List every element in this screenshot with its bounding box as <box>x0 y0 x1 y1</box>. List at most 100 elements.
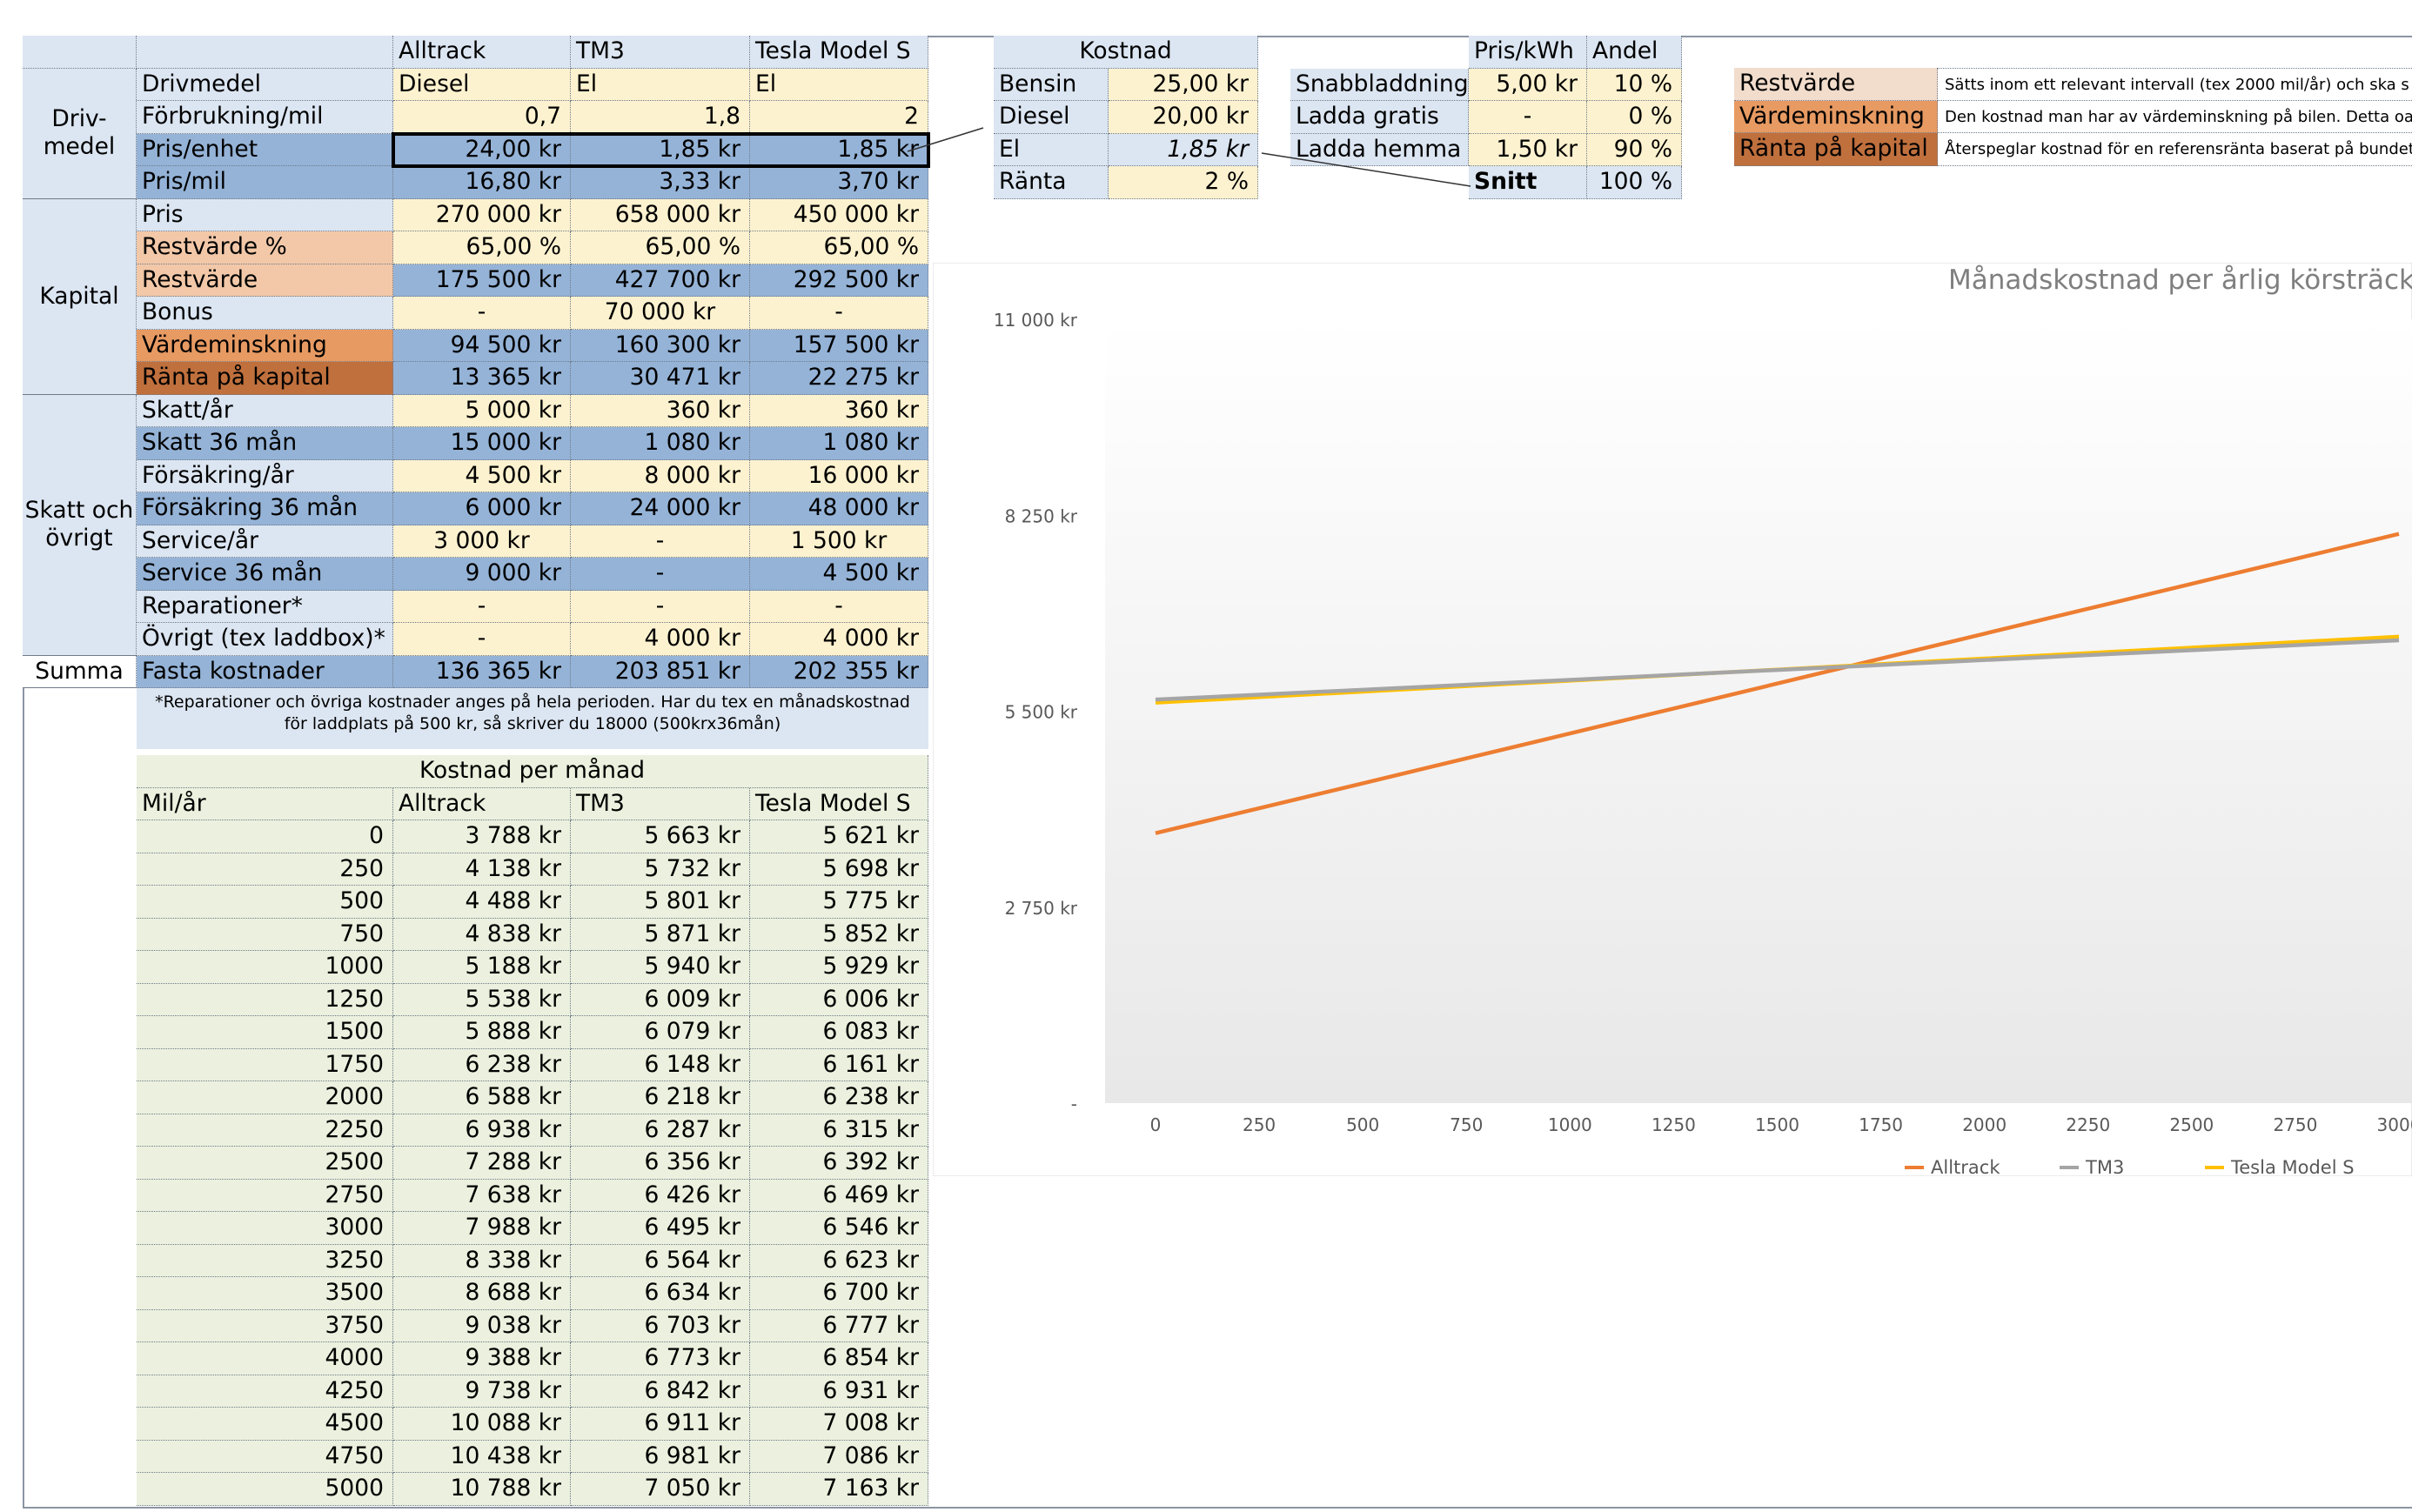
row-label[interactable]: Skatt/år <box>137 394 393 427</box>
kostnad-value[interactable]: 2 % <box>1109 166 1258 199</box>
monthly-cost-cell[interactable]: 6 981 kr <box>571 1440 750 1473</box>
value-cell[interactable]: Diesel <box>393 68 571 101</box>
value-cell[interactable]: 6 000 kr <box>393 492 571 525</box>
kostnad-value[interactable]: 1,85 kr <box>1109 133 1258 166</box>
monthly-cost-cell[interactable]: 6 938 kr <box>393 1114 571 1147</box>
monthly-cost-cell[interactable]: 6 079 kr <box>571 1016 750 1049</box>
mileage-cell[interactable]: 0 <box>137 820 393 853</box>
row-label[interactable]: Reparationer* <box>137 590 393 623</box>
monthly-cost-cell[interactable]: 4 138 kr <box>393 853 571 886</box>
monthly-cost-cell[interactable]: 9 738 kr <box>393 1375 571 1408</box>
monthly-title[interactable]: Kostnad per månad <box>137 755 928 788</box>
mileage-cell[interactable]: 4000 <box>137 1342 393 1375</box>
charging-price[interactable]: 5,00 kr <box>1469 68 1587 101</box>
mileage-cell[interactable]: 2250 <box>137 1114 393 1147</box>
monthly-cost-cell[interactable]: 6 148 kr <box>571 1048 750 1081</box>
monthly-cost-cell[interactable]: 8 688 kr <box>393 1277 571 1310</box>
monthly-cost-cell[interactable]: 6 009 kr <box>571 983 750 1016</box>
mileage-cell[interactable]: 250 <box>137 853 393 886</box>
kostnad-value[interactable]: 25,00 kr <box>1109 68 1258 101</box>
value-cell[interactable]: 450 000 kr <box>750 198 928 231</box>
charging-header-share[interactable]: Andel <box>1587 36 1682 69</box>
value-cell[interactable]: El <box>571 68 750 101</box>
monthly-cost-cell[interactable]: 6 218 kr <box>571 1081 750 1114</box>
value-cell[interactable]: - <box>571 525 750 558</box>
mileage-cell[interactable]: 3750 <box>137 1309 393 1342</box>
legend-label[interactable]: Ränta på kapital <box>1734 133 1938 166</box>
kostnad-label[interactable]: Ränta <box>994 166 1109 199</box>
row-label[interactable]: Ränta på kapital <box>137 362 393 395</box>
value-cell[interactable]: 9 000 kr <box>393 558 571 591</box>
kostnad-label[interactable]: El <box>994 133 1109 166</box>
monthly-cost-cell[interactable]: 6 238 kr <box>393 1048 571 1081</box>
monthly-cost-cell[interactable]: 10 088 kr <box>393 1408 571 1441</box>
value-cell[interactable]: 136 365 kr <box>393 655 571 688</box>
charging-price[interactable]: 1,50 kr <box>1469 133 1587 166</box>
monthly-cost-cell[interactable]: 6 006 kr <box>750 983 928 1016</box>
monthly-cost-cell[interactable]: 5 940 kr <box>571 951 750 984</box>
row-label[interactable]: Övrigt (tex laddbox)* <box>137 623 393 656</box>
charging-label[interactable]: Snabbladdning <box>1290 68 1469 101</box>
value-cell[interactable]: 360 kr <box>571 394 750 427</box>
monthly-cost-cell[interactable]: 5 663 kr <box>571 820 750 853</box>
monthly-cost-cell[interactable]: 5 888 kr <box>393 1016 571 1049</box>
value-cell[interactable]: 1 080 kr <box>750 427 928 460</box>
charging-price[interactable]: - <box>1469 101 1587 134</box>
monthly-cost-cell[interactable]: 5 732 kr <box>571 853 750 886</box>
value-cell[interactable]: - <box>571 558 750 591</box>
value-cell[interactable]: 22 275 kr <box>750 362 928 395</box>
mileage-cell[interactable]: 1000 <box>137 951 393 984</box>
row-label[interactable]: Pris/enhet <box>137 133 393 166</box>
mileage-cell[interactable]: 4250 <box>137 1375 393 1408</box>
row-label[interactable]: Försäkring/år <box>137 459 393 492</box>
value-cell[interactable]: - <box>393 297 571 330</box>
monthly-cost-cell[interactable]: 6 469 kr <box>750 1179 928 1212</box>
value-cell[interactable]: 48 000 kr <box>750 492 928 525</box>
value-cell[interactable]: 1,85 kr <box>750 133 928 166</box>
monthly-cost-cell[interactable]: 7 008 kr <box>750 1408 928 1441</box>
value-cell[interactable]: 8 000 kr <box>571 459 750 492</box>
kostnad-value[interactable]: 20,00 kr <box>1109 101 1258 134</box>
value-cell[interactable]: 4 000 kr <box>750 623 928 656</box>
monthly-cost-cell[interactable]: 9 388 kr <box>393 1342 571 1375</box>
value-cell[interactable]: 157 500 kr <box>750 329 928 362</box>
charging-share[interactable]: 0 % <box>1587 101 1682 134</box>
mileage-cell[interactable]: 3000 <box>137 1212 393 1245</box>
mileage-cell[interactable]: 2750 <box>137 1179 393 1212</box>
kostnad-label[interactable]: Bensin <box>994 68 1109 101</box>
monthly-cost-cell[interactable]: 4 488 kr <box>393 886 571 919</box>
value-cell[interactable]: - <box>393 623 571 656</box>
monthly-cost-cell[interactable]: 6 773 kr <box>571 1342 750 1375</box>
kostnad-label[interactable]: Diesel <box>994 101 1109 134</box>
monthly-cost-cell[interactable]: 6 588 kr <box>393 1081 571 1114</box>
row-label[interactable]: Värdeminskning <box>137 329 393 362</box>
monthly-cost-cell[interactable]: 6 392 kr <box>750 1147 928 1180</box>
corner-cell[interactable] <box>23 36 137 69</box>
value-cell[interactable]: - <box>750 590 928 623</box>
value-cell[interactable]: 65,00 % <box>393 231 571 264</box>
row-label[interactable]: Restvärde % <box>137 231 393 264</box>
row-label[interactable]: Drivmedel <box>137 68 393 101</box>
charging-share[interactable]: 90 % <box>1587 133 1682 166</box>
header-tm3[interactable]: TM3 <box>571 36 750 69</box>
monthly-cost-cell[interactable]: 5 775 kr <box>750 886 928 919</box>
mileage-cell[interactable]: 4500 <box>137 1408 393 1441</box>
monthly-cost-cell[interactable]: 5 871 kr <box>571 918 750 951</box>
monthly-cost-cell[interactable]: 6 315 kr <box>750 1114 928 1147</box>
value-cell[interactable]: 202 355 kr <box>750 655 928 688</box>
value-cell[interactable]: 16,80 kr <box>393 166 571 199</box>
row-label[interactable]: Förbrukning/mil <box>137 101 393 134</box>
monthly-cost-cell[interactable]: 7 163 kr <box>750 1473 928 1506</box>
monthly-cost-cell[interactable]: 6 634 kr <box>571 1277 750 1310</box>
mileage-cell[interactable]: 3500 <box>137 1277 393 1310</box>
value-cell[interactable]: 4 500 kr <box>393 459 571 492</box>
monthly-cost-cell[interactable]: 6 356 kr <box>571 1147 750 1180</box>
monthly-cost-cell[interactable]: 6 083 kr <box>750 1016 928 1049</box>
value-cell[interactable]: 4 000 kr <box>571 623 750 656</box>
value-cell[interactable]: 4 500 kr <box>750 558 928 591</box>
value-cell[interactable]: 203 851 kr <box>571 655 750 688</box>
monthly-cost-cell[interactable]: 6 854 kr <box>750 1342 928 1375</box>
mileage-cell[interactable]: 4750 <box>137 1440 393 1473</box>
monthly-cost-cell[interactable]: 6 700 kr <box>750 1277 928 1310</box>
row-label[interactable]: Pris/mil <box>137 166 393 199</box>
